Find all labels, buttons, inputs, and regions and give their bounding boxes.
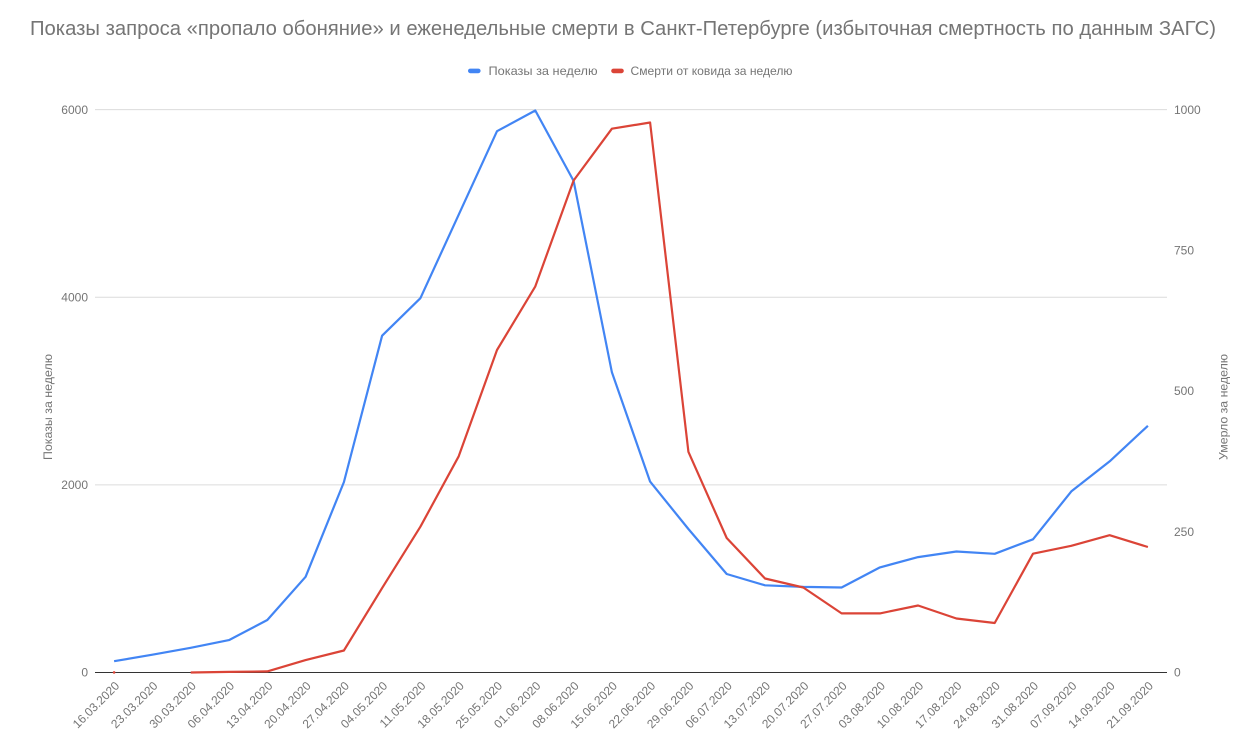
svg-text:Показы за неделю: Показы за неделю bbox=[41, 354, 55, 460]
svg-text:500: 500 bbox=[1174, 384, 1194, 398]
svg-text:Смерти от ковида за неделю: Смерти от ковида за неделю bbox=[631, 64, 793, 78]
svg-text:750: 750 bbox=[1174, 244, 1194, 258]
svg-text:4000: 4000 bbox=[61, 290, 88, 304]
svg-text:6000: 6000 bbox=[61, 103, 88, 117]
svg-text:0: 0 bbox=[81, 666, 88, 680]
svg-text:Умерло за неделю: Умерло за неделю bbox=[1217, 354, 1231, 460]
svg-text:Показы за неделю: Показы за неделю bbox=[489, 64, 598, 78]
svg-text:0: 0 bbox=[1174, 666, 1181, 680]
svg-text:Показы запроса «пропало обонян: Показы запроса «пропало обоняние» и ежен… bbox=[30, 18, 1216, 40]
svg-text:2000: 2000 bbox=[61, 478, 88, 492]
svg-text:1000: 1000 bbox=[1174, 103, 1201, 117]
svg-text:250: 250 bbox=[1174, 525, 1194, 539]
